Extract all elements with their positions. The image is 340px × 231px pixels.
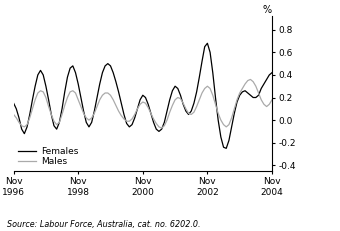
Line: Males: Males xyxy=(14,79,272,128)
Males xyxy=(162,124,166,127)
Females xyxy=(224,147,228,150)
Females xyxy=(270,71,274,74)
Males xyxy=(79,105,83,108)
Text: Source: Labour Force, Australia, cat. no. 6202.0.: Source: Labour Force, Australia, cat. no… xyxy=(7,220,200,229)
Females xyxy=(205,42,209,45)
Males xyxy=(12,113,16,116)
Line: Females: Females xyxy=(14,43,272,148)
Legend: Females, Males: Females, Males xyxy=(18,147,78,166)
Females xyxy=(20,128,24,131)
Males xyxy=(249,78,253,81)
Females xyxy=(159,128,164,131)
Females xyxy=(12,102,16,105)
Males xyxy=(141,101,145,103)
Females xyxy=(79,96,83,99)
Females xyxy=(30,98,34,101)
Males xyxy=(270,98,274,101)
Males xyxy=(214,103,218,106)
Text: %: % xyxy=(263,5,272,15)
Females xyxy=(141,94,145,97)
Males xyxy=(20,124,24,127)
Males xyxy=(159,127,164,129)
Females xyxy=(214,96,218,99)
Males xyxy=(30,107,34,110)
